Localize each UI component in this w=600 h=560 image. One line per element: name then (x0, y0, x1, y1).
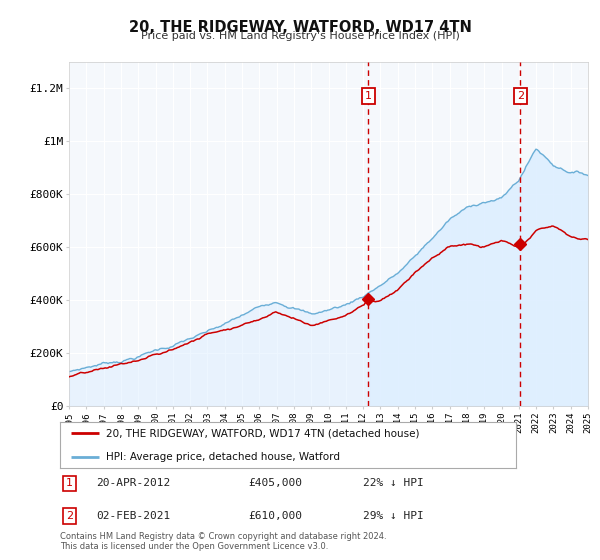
Text: 2: 2 (517, 91, 524, 101)
Text: £610,000: £610,000 (248, 511, 302, 521)
Text: HPI: Average price, detached house, Watford: HPI: Average price, detached house, Watf… (106, 452, 340, 463)
Text: 22% ↓ HPI: 22% ↓ HPI (363, 478, 424, 488)
Text: 20, THE RIDGEWAY, WATFORD, WD17 4TN (detached house): 20, THE RIDGEWAY, WATFORD, WD17 4TN (det… (106, 428, 419, 438)
Text: 20-APR-2012: 20-APR-2012 (97, 478, 171, 488)
Text: Price paid vs. HM Land Registry's House Price Index (HPI): Price paid vs. HM Land Registry's House … (140, 31, 460, 41)
Text: £405,000: £405,000 (248, 478, 302, 488)
Text: Contains HM Land Registry data © Crown copyright and database right 2024.: Contains HM Land Registry data © Crown c… (60, 532, 386, 541)
Text: 2: 2 (66, 511, 73, 521)
Text: 02-FEB-2021: 02-FEB-2021 (97, 511, 171, 521)
Text: 29% ↓ HPI: 29% ↓ HPI (363, 511, 424, 521)
Text: 1: 1 (66, 478, 73, 488)
Text: This data is licensed under the Open Government Licence v3.0.: This data is licensed under the Open Gov… (60, 542, 328, 550)
Text: 1: 1 (365, 91, 372, 101)
Text: 20, THE RIDGEWAY, WATFORD, WD17 4TN: 20, THE RIDGEWAY, WATFORD, WD17 4TN (128, 20, 472, 35)
